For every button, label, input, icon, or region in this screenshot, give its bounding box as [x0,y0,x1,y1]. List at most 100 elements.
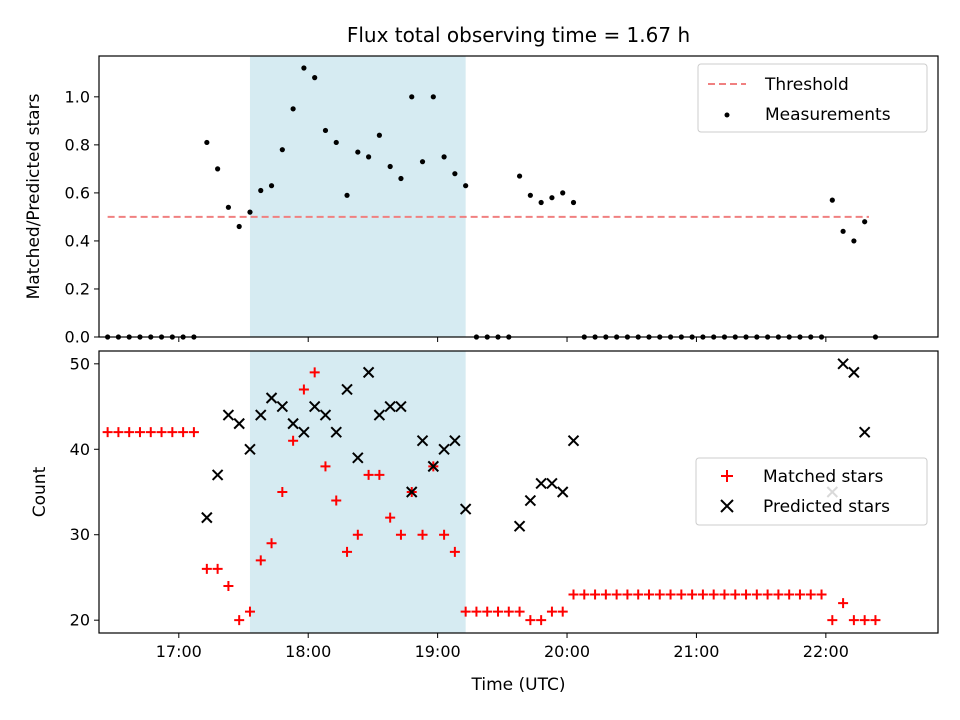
x-tick-label: 17:00 [156,642,202,661]
matched-star-point [676,589,687,600]
predicted-star-point [244,443,256,455]
measurement-point [247,209,253,215]
y-tick-label: 0.6 [65,183,90,202]
top-marks [105,65,879,340]
bottom-legend: Matched stars Predicted stars [695,457,928,526]
matched-star-point [859,615,870,626]
matched-star-point [288,435,299,446]
measurement-point [236,223,242,230]
measurement-point [430,94,436,100]
predicted-star-point [438,443,450,455]
matched-star-point [178,427,189,438]
y-tick-label: 1.0 [65,87,90,106]
measurement-point [452,171,458,177]
matched-star-point [266,538,277,549]
x-axis-label: Time (UTC) [471,675,566,695]
measurement-point [538,199,544,206]
predicted-star-point [395,400,407,413]
predicted-star-point [211,469,224,481]
predicted-star-point [298,426,310,438]
matched-star-point [773,589,784,600]
matched-star-point [145,427,156,438]
top-panel: 0.0 0.2 0.4 0.6 0.8 1.0 Flux total observing … [24,23,939,347]
matched-star-point [546,606,557,617]
matched-star-point [665,589,676,600]
measurement-point [312,75,318,81]
x-tick-label: 19:00 [415,642,461,661]
measurement-point [279,147,285,153]
matched-star-point [600,589,611,600]
predicted-star-point [416,435,429,447]
measurement-point [441,154,447,160]
matched-star-point [611,589,622,600]
measurement-point [840,228,846,234]
y-tick-label: 0.2 [65,279,90,298]
measurement-point [344,192,350,198]
matched-star-point [113,427,124,438]
predicted-star-point [287,417,299,430]
y-tick-label: 20 [70,611,90,630]
matched-star-point [156,427,167,438]
y-tick-label: 0.8 [65,135,90,154]
predicted-star-point [201,511,213,524]
predicted-star-point [276,400,289,413]
matched-star-point [870,615,881,626]
measurement-point [204,139,210,146]
predicted-star-point [567,435,580,447]
measurement-point [376,132,382,138]
x-tick-label: 18:00 [285,642,331,661]
matched-star-point [309,367,320,378]
predicted-star-point [535,477,547,490]
matched-star-point [708,589,719,600]
predicted-star-point [308,400,321,413]
matched-star-point [395,529,406,540]
y-tick-label: 0.4 [65,231,90,250]
predicted-star-point [233,417,245,430]
measurement-point [862,219,868,225]
matched-star-point [298,384,309,395]
matched-star-point [557,606,568,617]
matched-star-point [762,589,773,600]
measurement-point [549,195,555,201]
matched-star-point [579,589,590,600]
top-legend-box [697,63,928,133]
matched-star-point [234,615,245,626]
predicted-star-point [352,452,364,464]
matched-star-point [482,606,493,617]
matched-star-point [590,589,601,600]
measurement-point [419,159,426,165]
measurement-point [355,149,361,155]
predicted-star-point [222,409,235,421]
predicted-star-point [362,366,375,379]
measurement-point [333,139,339,146]
bottom-y-ticks: 20 30 40 50 [70,354,99,630]
predicted-star-point [255,409,267,421]
matched-star-point [525,615,536,626]
measurement-point [516,173,523,179]
y-tick-label: 30 [70,525,90,544]
matched-star-point [255,555,266,566]
top-y-ticks: 0.0 0.2 0.4 0.6 0.8 1.0 [65,87,99,347]
matched-star-point [244,606,255,617]
matched-star-point [514,606,525,617]
matched-star-point [342,546,353,557]
legend-matched-label: Matched stars [763,467,883,487]
matched-star-point [493,606,504,617]
predicted-star-point [459,503,472,515]
predicted-star-point [319,409,332,421]
matched-star-point [622,589,633,600]
matched-star-point [471,606,482,617]
matched-star-point [719,589,730,600]
matched-star-point [503,606,514,617]
matched-star-point [654,589,665,600]
legend-predicted-swatch [720,499,734,513]
measurement-point [225,204,232,210]
matched-star-point [352,529,363,540]
matched-star-point [417,529,428,540]
measurement-point [409,94,415,100]
legend-matched-swatch [721,470,733,482]
matched-star-point [687,589,698,600]
legend-predicted-label: Predicted stars [763,497,890,517]
matched-star-point [201,563,212,574]
